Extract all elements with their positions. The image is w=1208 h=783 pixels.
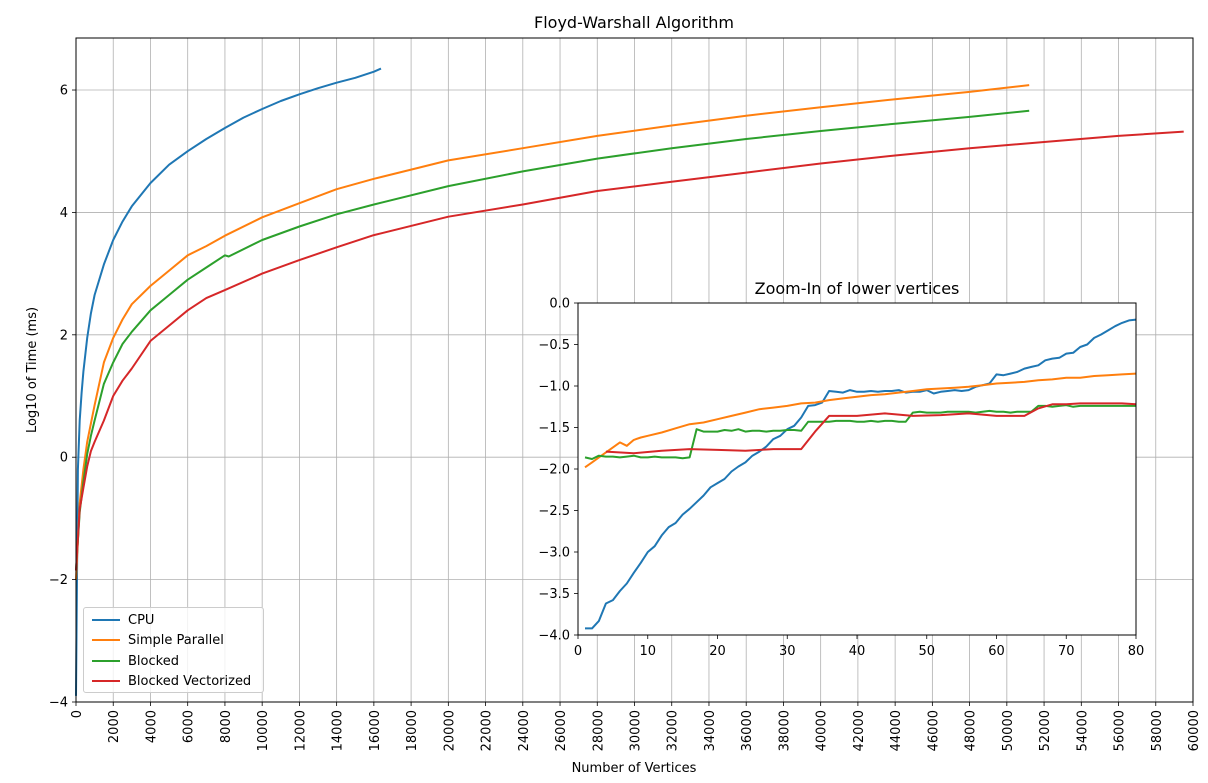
- inset-series-line-blocked-vectorized: [605, 402, 1137, 455]
- inset-chart-title: Zoom-In of lower vertices: [755, 279, 960, 298]
- main-series-line-blocked-vectorized: [75, 130, 1184, 571]
- main-x-tick-label-54000: 54000: [1075, 710, 1090, 751]
- main-y-tick-label-2: 2: [60, 328, 68, 343]
- main-y-tick-label-2: −2: [49, 573, 68, 588]
- main-chart-title: Floyd-Warshall Algorithm: [534, 13, 734, 32]
- legend-item-cpu: CPU: [92, 611, 154, 629]
- inset-y-ticks: 0.0 −0.5 −1.0 −1.5 −2.0 −2.5 −3.0 −3.5 −4.0: [538, 297, 578, 644]
- inset-background: [578, 303, 1136, 635]
- legend-swatch-cpu: [92, 619, 120, 621]
- inset-y-tick-label-1-5: −1.5: [538, 421, 570, 436]
- main-x-axis-label: Number of Vertices: [572, 761, 697, 776]
- main-series-line-blocked: [75, 109, 1030, 571]
- legend-label-cpu: CPU: [128, 612, 155, 628]
- inset-series-line-simple-parallel: [584, 372, 1137, 469]
- main-y-ticks: −4 −2 0 2 4 6: [49, 84, 76, 711]
- main-x-tick-label-60000: 60000: [1187, 710, 1202, 751]
- main-y-axis-label: Log10 of Time (ms): [25, 307, 40, 433]
- main-x-tick-label-58000: 58000: [1150, 710, 1165, 751]
- main-x-tick-label-50000: 50000: [1001, 710, 1016, 751]
- main-x-tick-label-48000: 48000: [964, 710, 979, 751]
- main-x-tick-label-30000: 30000: [629, 710, 644, 751]
- inset-x-tick-label-80: 80: [1128, 644, 1145, 659]
- main-x-tick-label-28000: 28000: [591, 710, 606, 751]
- inset-y-tick-label-2-5: −2.5: [538, 504, 570, 519]
- main-x-tick-label-22000: 22000: [480, 710, 495, 751]
- legend-swatch-blocked: [92, 660, 120, 662]
- main-x-tick-label-6000: 6000: [182, 710, 197, 743]
- inset-y-tick-label-2-0: −2.0: [538, 463, 570, 478]
- main-x-tick-label-40000: 40000: [815, 710, 830, 751]
- main-y-tick-label-6: 6: [60, 84, 68, 99]
- legend-label-blocked: Blocked: [128, 653, 179, 669]
- legend-item-blocked: Blocked: [92, 652, 179, 670]
- legend-item-simple-parallel: Simple Parallel: [92, 631, 224, 649]
- inset-y-tick-label-4-0: −4.0: [538, 629, 570, 644]
- inset-x-tick-label-60: 60: [988, 644, 1005, 659]
- main-x-tick-label-16000: 16000: [368, 710, 383, 751]
- main-x-tick-label-44000: 44000: [889, 710, 904, 751]
- inset-x-tick-label-30: 30: [779, 644, 796, 659]
- main-x-tick-label-38000: 38000: [777, 710, 792, 751]
- main-y-tick-label-0: 0: [60, 451, 68, 466]
- inset-y-tick-label-3-5: −3.5: [538, 587, 570, 602]
- inset-x-tick-label-40: 40: [849, 644, 866, 659]
- legend-item-blocked-vectorized: Blocked Vectorized: [92, 672, 251, 690]
- inset-x-tick-label-10: 10: [639, 644, 656, 659]
- legend-label-simple-parallel: Simple Parallel: [128, 632, 224, 648]
- main-x-tick-label-52000: 52000: [1038, 710, 1053, 751]
- main-series-line-cpu: [75, 67, 382, 696]
- inset-x-tick-label-50: 50: [918, 644, 935, 659]
- main-y-tick-label-4: −4: [49, 696, 68, 711]
- main-series-lines: [75, 67, 1184, 696]
- main-x-tick-label-46000: 46000: [926, 710, 941, 751]
- inset-x-ticks: 0 10 20 30 40 50 60 70 80: [574, 635, 1144, 659]
- main-x-tick-label-24000: 24000: [517, 710, 532, 751]
- main-x-tick-label-4000: 4000: [144, 710, 159, 743]
- main-x-tick-label-10000: 10000: [256, 710, 271, 751]
- inset-y-tick-label-3-0: −3.0: [538, 546, 570, 561]
- main-x-tick-label-32000: 32000: [666, 710, 681, 751]
- legend: CPU Simple Parallel Blocked Blocked Vect…: [83, 607, 264, 693]
- main-x-tick-label-34000: 34000: [703, 710, 718, 751]
- main-x-tick-label-36000: 36000: [740, 710, 755, 751]
- main-x-tick-label-8000: 8000: [219, 710, 234, 743]
- legend-swatch-simple-parallel: [92, 639, 120, 641]
- inset-x-tick-label-20: 20: [709, 644, 726, 659]
- main-x-tick-label-18000: 18000: [405, 710, 420, 751]
- legend-label-blocked-vectorized: Blocked Vectorized: [128, 673, 252, 689]
- inset-x-tick-label-0: 0: [574, 644, 582, 659]
- main-x-tick-label-0: 0: [70, 710, 85, 718]
- legend-swatch-blocked-vectorized: [92, 680, 120, 682]
- main-x-tick-label-26000: 26000: [554, 710, 569, 751]
- main-x-tick-label-56000: 56000: [1113, 710, 1128, 751]
- inset-x-tick-label-70: 70: [1058, 644, 1075, 659]
- main-series-line-simple-parallel: [75, 84, 1030, 580]
- inset-y-tick-label-0-0: 0.0: [549, 297, 570, 312]
- inset-y-tick-label-0-5: −0.5: [538, 338, 570, 353]
- inset-series-line-cpu: [585, 318, 1137, 630]
- inset-y-tick-label-1-0: −1.0: [538, 380, 570, 395]
- main-x-tick-label-42000: 42000: [852, 710, 867, 751]
- main-x-tick-label-14000: 14000: [331, 710, 346, 751]
- main-x-tick-label-2000: 2000: [107, 710, 122, 743]
- main-x-tick-label-20000: 20000: [442, 710, 457, 751]
- main-x-tick-label-12000: 12000: [293, 710, 308, 751]
- main-y-tick-label-4: 4: [60, 206, 68, 221]
- inset-series-lines: [584, 318, 1137, 630]
- main-x-ticks: 0 2000 4000 6000 8000 10000 12000 14000 16000 180…: [70, 702, 1202, 751]
